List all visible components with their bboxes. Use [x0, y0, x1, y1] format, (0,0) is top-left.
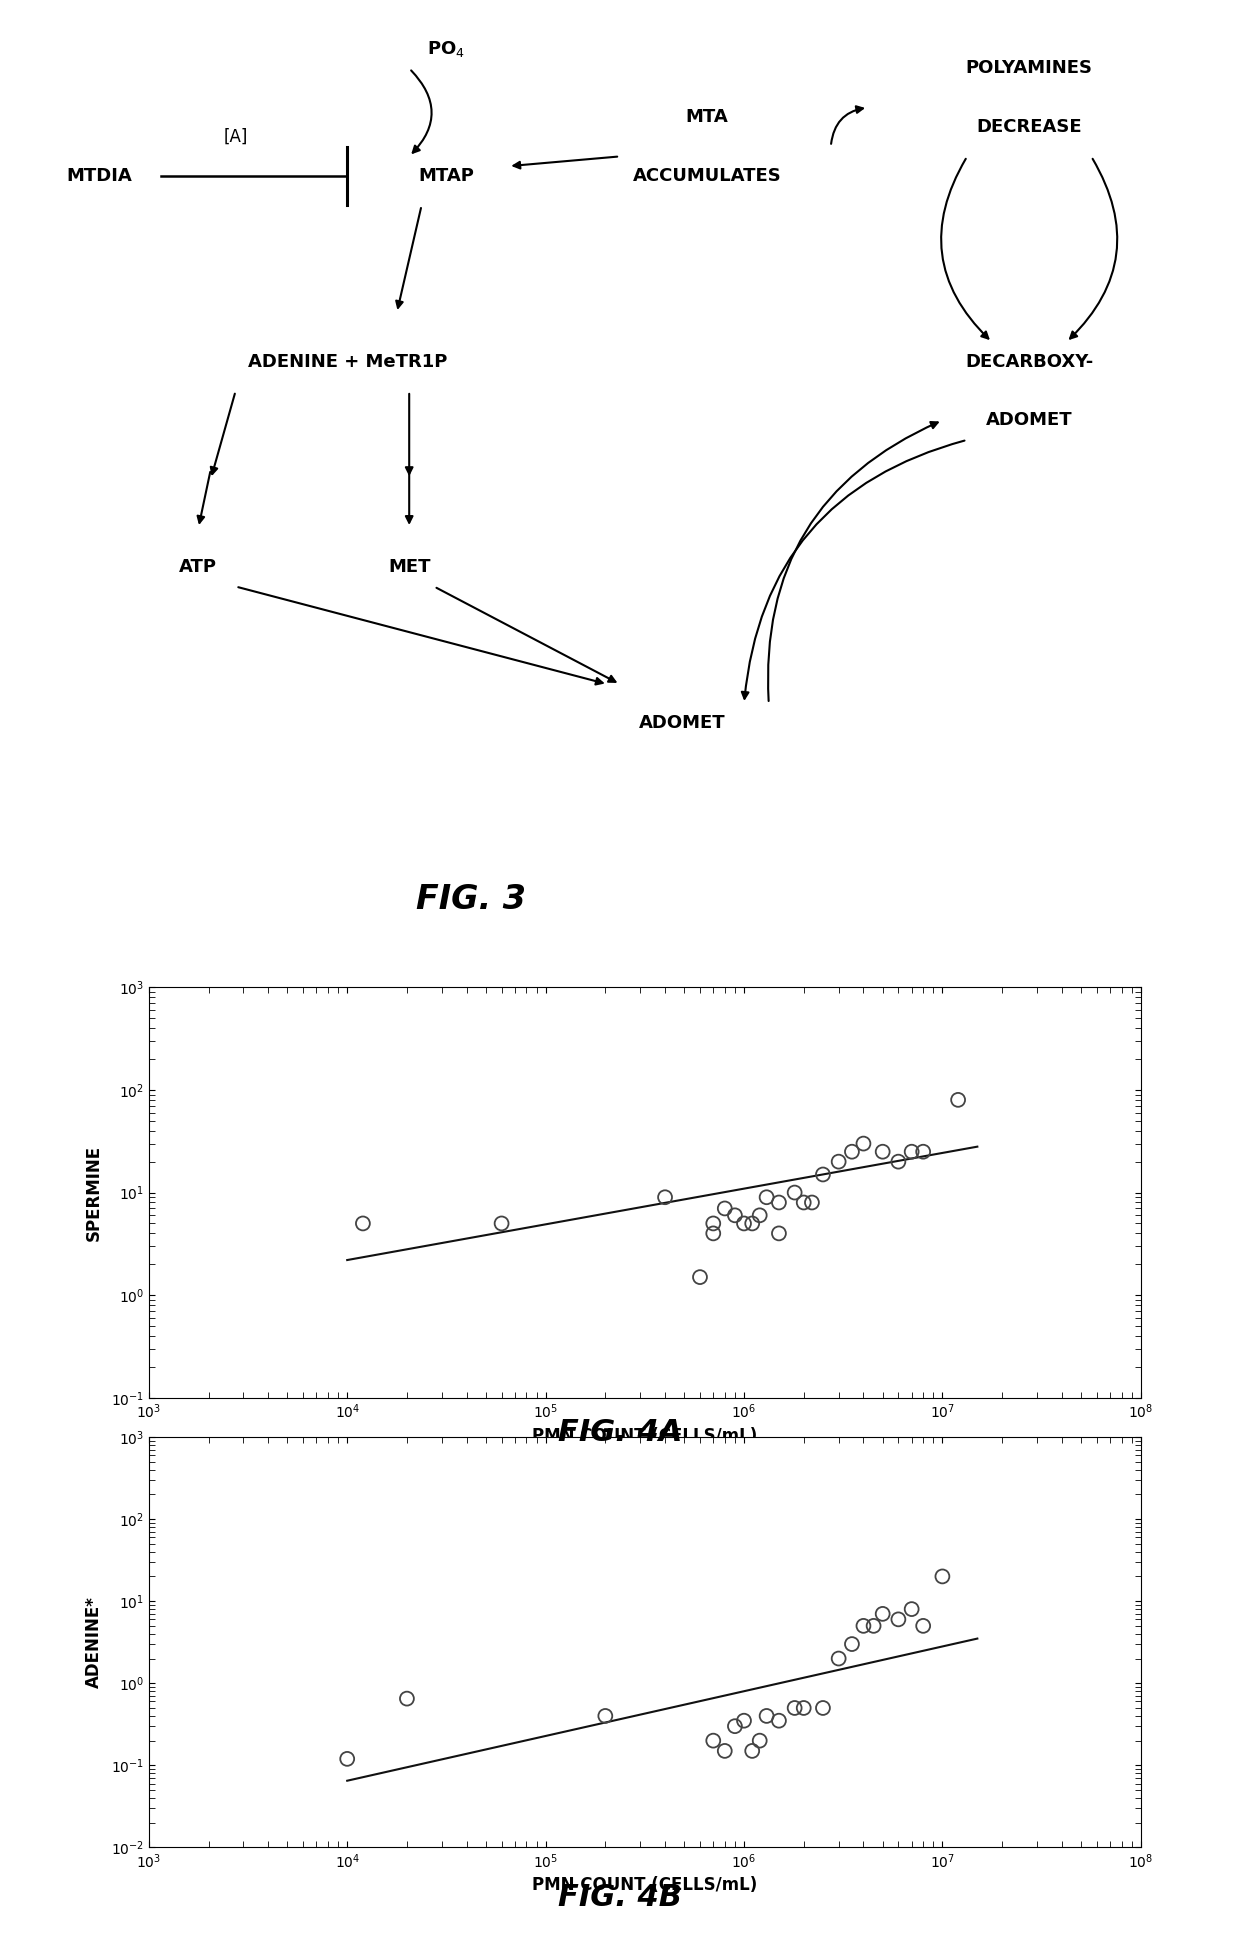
Text: DECARBOXY-: DECARBOXY-: [965, 352, 1094, 371]
Y-axis label: ADENINE*: ADENINE*: [84, 1597, 103, 1687]
Text: FIG. 4B: FIG. 4B: [558, 1883, 682, 1912]
Point: [853, 1611, 873, 1642]
Point: [703, 1208, 723, 1239]
Point: [725, 1200, 745, 1232]
Point: [337, 1744, 357, 1775]
Point: [750, 1200, 770, 1232]
Point: [492, 1208, 512, 1239]
Point: [397, 1683, 417, 1715]
Point: [785, 1693, 805, 1724]
Point: [864, 1611, 884, 1642]
Point: [703, 1724, 723, 1756]
Point: [353, 1208, 373, 1239]
Point: [889, 1146, 909, 1177]
X-axis label: PMN COUNT (CELLS/mL): PMN COUNT (CELLS/mL): [532, 1427, 758, 1445]
Point: [769, 1187, 789, 1218]
Text: POLYAMINES: POLYAMINES: [966, 59, 1092, 78]
Text: ADOMET: ADOMET: [986, 411, 1073, 430]
Point: [595, 1701, 615, 1732]
Point: [750, 1724, 770, 1756]
Text: MTAP: MTAP: [418, 166, 475, 186]
Text: PO$_4$: PO$_4$: [428, 39, 465, 59]
Point: [794, 1187, 813, 1218]
Point: [813, 1693, 833, 1724]
Point: [655, 1181, 675, 1212]
Point: [813, 1159, 833, 1191]
Point: [901, 1593, 921, 1625]
Point: [691, 1261, 711, 1292]
Text: ATP: ATP: [180, 557, 217, 577]
Point: [828, 1642, 848, 1673]
Point: [714, 1736, 734, 1767]
Point: [873, 1599, 893, 1630]
Point: [842, 1629, 862, 1660]
Point: [828, 1146, 848, 1177]
Point: [873, 1136, 893, 1167]
Point: [949, 1085, 968, 1116]
Point: [725, 1711, 745, 1742]
Text: FIG. 3: FIG. 3: [417, 884, 526, 915]
Point: [756, 1181, 776, 1212]
Point: [743, 1736, 763, 1767]
Point: [913, 1136, 932, 1167]
Point: [734, 1208, 754, 1239]
Point: [794, 1693, 813, 1724]
Point: [769, 1705, 789, 1736]
Point: [703, 1218, 723, 1249]
Text: MTDIA: MTDIA: [66, 166, 133, 186]
Point: [785, 1177, 805, 1208]
Point: [889, 1603, 909, 1634]
X-axis label: PMN COUNT (CELLS/mL): PMN COUNT (CELLS/mL): [532, 1877, 758, 1894]
Point: [901, 1136, 921, 1167]
Point: [802, 1187, 822, 1218]
Text: DECREASE: DECREASE: [976, 117, 1083, 137]
Point: [932, 1560, 952, 1591]
Point: [743, 1208, 763, 1239]
Text: [A]: [A]: [223, 127, 248, 147]
Point: [853, 1128, 873, 1159]
Point: [769, 1218, 789, 1249]
Point: [756, 1701, 776, 1732]
Point: [714, 1193, 734, 1224]
Text: MET: MET: [388, 557, 430, 577]
Point: [734, 1705, 754, 1736]
Point: [842, 1136, 862, 1167]
Text: ACCUMULATES: ACCUMULATES: [632, 166, 781, 186]
Text: ADENINE + MeTR1P: ADENINE + MeTR1P: [248, 352, 446, 371]
Text: ADOMET: ADOMET: [639, 714, 725, 733]
Point: [913, 1611, 932, 1642]
Y-axis label: SPERMINE: SPERMINE: [84, 1144, 103, 1241]
Text: MTA: MTA: [686, 108, 728, 127]
Text: FIG. 4A: FIG. 4A: [558, 1417, 682, 1447]
